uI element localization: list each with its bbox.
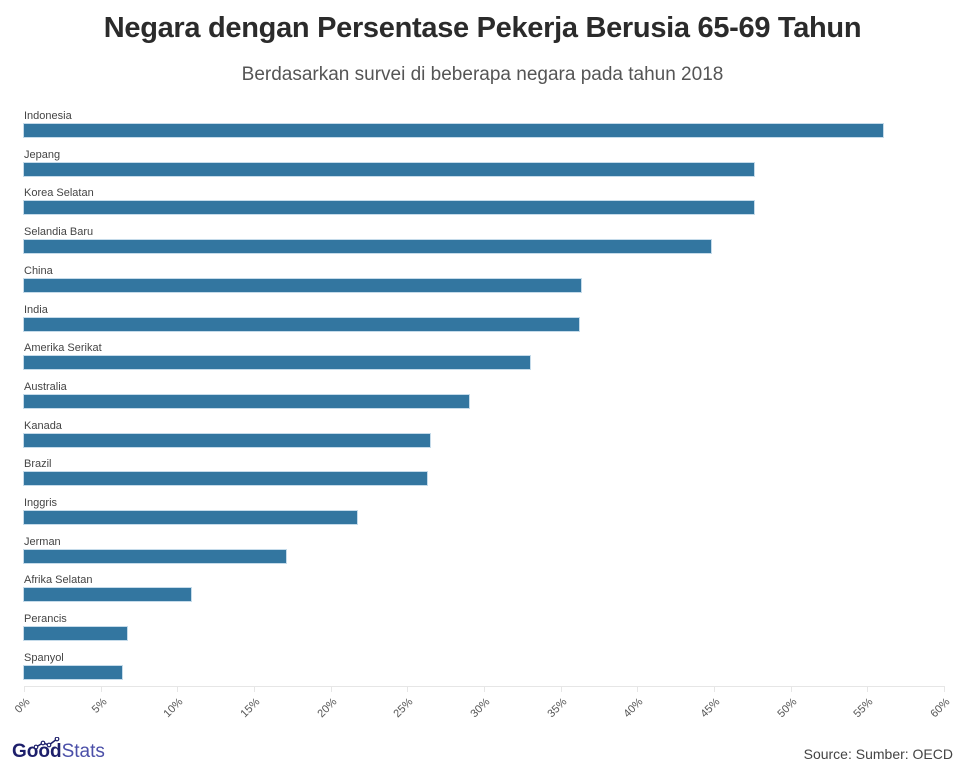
x-tick <box>637 686 639 692</box>
category-label: Kanada <box>24 419 62 432</box>
bar[interactable] <box>24 201 754 215</box>
x-tick-label: 60% <box>928 696 953 721</box>
x-tick-label: 55% <box>851 696 876 721</box>
bar[interactable] <box>24 665 123 679</box>
bar[interactable] <box>24 278 581 292</box>
x-tick-label: 0% <box>12 696 33 716</box>
bar-row: Afrika Selatan <box>24 572 944 611</box>
bar[interactable] <box>24 627 127 641</box>
x-tick <box>330 686 332 692</box>
bar[interactable] <box>24 124 883 137</box>
source-note: Source: Sumber: OECD <box>803 746 953 762</box>
bar-row: Spanyol <box>24 650 944 689</box>
bar[interactable] <box>24 472 428 486</box>
category-label: China <box>24 264 53 277</box>
category-label: Perancis <box>24 613 67 626</box>
x-tick <box>484 686 485 692</box>
x-tick-label: 15% <box>238 696 263 721</box>
x-tick <box>177 686 179 692</box>
x-tick <box>407 686 409 692</box>
x-tick-label: 20% <box>315 696 340 721</box>
bar-row: Brazil <box>24 456 944 495</box>
bar-row: Korea Selatan <box>24 185 944 224</box>
bar-row: Inggris <box>24 495 944 534</box>
category-label: Korea Selatan <box>24 187 94 200</box>
bar[interactable] <box>24 549 287 563</box>
bar[interactable] <box>24 317 580 331</box>
category-label: Afrika Selatan <box>24 574 93 587</box>
plot-area: Indonesia Jepang Korea Selatan Selandia Bar… <box>24 108 944 686</box>
category-label: Jerman <box>24 535 61 548</box>
bar[interactable] <box>24 356 530 370</box>
bar-row: India <box>24 302 944 341</box>
x-tick-label: 40% <box>621 696 646 721</box>
bar-row: Perancis <box>24 611 944 650</box>
bar-row: China <box>24 263 944 302</box>
chart-subtitle: Berdasarkan survei di beberapa negara pa… <box>241 64 724 85</box>
bar[interactable] <box>24 588 192 602</box>
bar-row: Jepang <box>24 147 944 186</box>
bar[interactable] <box>24 394 469 408</box>
x-tick <box>100 686 102 692</box>
x-tick-label: 45% <box>698 696 723 721</box>
bar-row: Kanada <box>24 418 944 457</box>
bar[interactable] <box>24 433 431 447</box>
x-tick-label: 50% <box>775 696 800 721</box>
bar-row: Jerman <box>24 534 944 573</box>
category-label: Selandia Baru <box>24 226 94 239</box>
bar-row: Indonesia <box>24 108 944 147</box>
x-tick-label: 25% <box>391 696 416 721</box>
x-tick-label: 35% <box>545 696 570 721</box>
x-tick <box>254 686 255 692</box>
chart-title: Negara dengan Persentase Pekerja Berusia… <box>103 12 862 44</box>
bar-row: Selandia Baru <box>24 224 944 263</box>
goodstats-logo: GoodStats <box>12 737 105 763</box>
x-tick-label: 5% <box>89 696 110 716</box>
category-label: Australia <box>24 380 67 393</box>
bar[interactable] <box>24 511 357 524</box>
chart-line-icon <box>34 737 60 749</box>
category-label: Amerika Serikat <box>24 342 102 355</box>
category-label: Inggris <box>24 497 58 509</box>
category-label: Indonesia <box>24 110 72 122</box>
x-tick <box>790 686 792 692</box>
bar[interactable] <box>24 162 754 176</box>
logo-stats-text: Stats <box>61 741 105 762</box>
bar[interactable] <box>24 240 711 254</box>
category-label: Jepang <box>24 148 61 161</box>
x-tick-label: 30% <box>468 696 493 721</box>
bar-row: Amerika Serikat <box>24 340 944 379</box>
category-label: India <box>24 303 48 316</box>
x-tick-label: 10% <box>161 696 186 721</box>
bar-row: Australia <box>24 379 944 418</box>
x-tick <box>867 686 869 692</box>
x-tick <box>714 686 715 692</box>
x-tick <box>944 686 945 692</box>
x-tick <box>24 686 25 692</box>
x-tick <box>560 686 562 692</box>
category-label: Spanyol <box>24 651 64 664</box>
category-label: Brazil <box>24 458 52 471</box>
